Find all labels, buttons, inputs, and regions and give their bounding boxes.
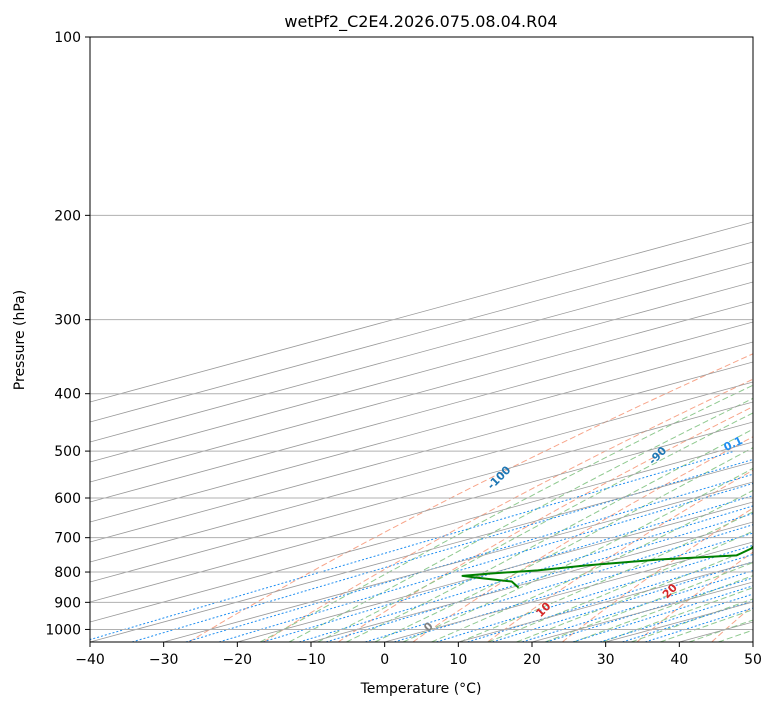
dry-adiabat <box>487 469 753 642</box>
isotherm <box>90 301 753 483</box>
mixing-ratio-line <box>299 505 753 642</box>
mixing-ratio-line <box>90 450 735 641</box>
y-tick-label: 1000 <box>45 622 81 638</box>
isotherm <box>90 461 753 642</box>
x-tick-label: −40 <box>75 652 105 668</box>
isotherm <box>310 521 753 642</box>
isotherm <box>237 501 753 642</box>
mixing-ratio-line <box>325 513 753 642</box>
y-axis: 100 200 300 400 500 600 700 800 900 1000 <box>45 30 90 638</box>
y-tick-label: 700 <box>54 531 81 547</box>
isotherm <box>90 361 753 543</box>
x-axis-label: Temperature (°C) <box>360 681 482 697</box>
isotherm <box>90 321 753 503</box>
x-tick-label: 30 <box>597 652 615 668</box>
moist-adiabat <box>544 562 753 642</box>
chart-title: wetPf2_C2E4.2026.075.08.04.R04 <box>284 12 557 32</box>
isotherm <box>90 241 753 423</box>
moist-adiabat <box>431 489 753 642</box>
y-tick-label: 500 <box>54 444 81 460</box>
mixing-ratio-line <box>436 544 753 642</box>
moist-adiabat <box>631 598 753 642</box>
isotherm <box>90 261 753 443</box>
y-tick-label: 600 <box>54 491 81 507</box>
moist-adiabat <box>259 384 753 642</box>
y-tick-label: 400 <box>54 387 81 403</box>
x-tick-label: −10 <box>296 652 326 668</box>
isotherm <box>90 221 753 403</box>
x-tick-label: −30 <box>149 652 179 668</box>
y-axis-label: Pressure (hPa) <box>12 290 28 390</box>
y-tick-label: 900 <box>54 595 81 611</box>
mixing-ratio-line <box>185 473 753 642</box>
moist-adiabat <box>346 428 753 642</box>
y-tick-label: 300 <box>54 313 81 329</box>
dewpoint-profile <box>461 545 753 589</box>
moist-adiabat <box>317 412 753 642</box>
moist-adiabat <box>288 397 753 642</box>
series-layer <box>461 545 753 589</box>
x-tick-label: 40 <box>670 652 688 668</box>
background-lines <box>90 37 753 642</box>
isotherm <box>163 481 753 642</box>
isotherm <box>90 281 753 463</box>
isotherm <box>90 381 753 563</box>
dry-adiabat <box>188 353 753 642</box>
isotherm <box>90 441 753 623</box>
isotherm <box>90 401 753 583</box>
y-tick-label: 800 <box>54 565 81 581</box>
isotherm <box>90 421 753 603</box>
x-tick-label: 10 <box>449 652 467 668</box>
y-tick-label: 100 <box>54 30 81 46</box>
y-tick-label: 200 <box>54 208 81 224</box>
x-tick-label: 0 <box>380 652 389 668</box>
plot-frame <box>89 36 754 643</box>
x-axis: −40 −30 −20 −10 0 10 20 30 40 50 <box>75 642 762 668</box>
x-tick-label: 20 <box>523 652 541 668</box>
x-tick-label: −20 <box>223 652 253 668</box>
moist-adiabat <box>402 467 753 642</box>
x-tick-label: 50 <box>744 652 762 668</box>
moist-adiabat <box>459 511 753 642</box>
mixing-ratio-line <box>365 524 753 642</box>
mixing-ratio-line <box>131 458 753 642</box>
dry-adiabat <box>337 406 753 642</box>
moist-adiabat <box>487 530 753 642</box>
